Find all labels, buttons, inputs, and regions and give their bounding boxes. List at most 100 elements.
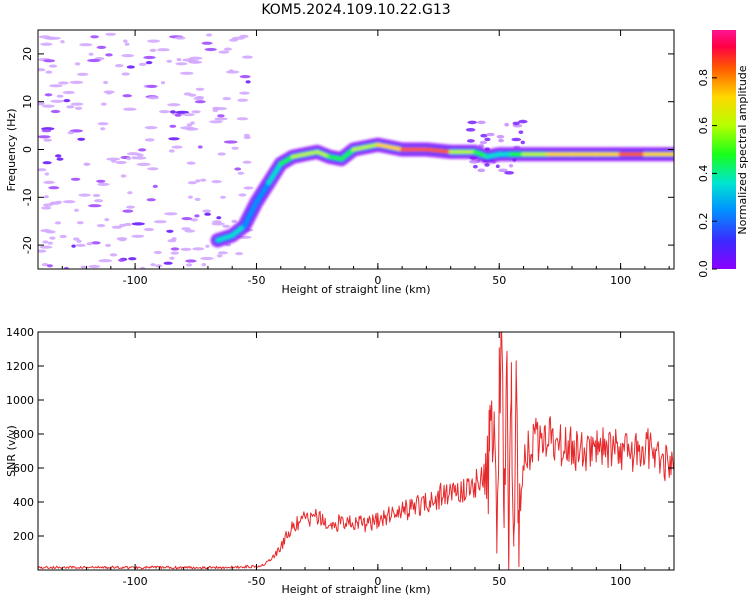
ridge-segment (266, 161, 283, 185)
noise-speckle (176, 58, 182, 62)
noise-speckle (217, 251, 228, 255)
noise-speckle (63, 99, 71, 103)
colorbar-tick-label: 0.6 (697, 117, 710, 135)
y-tick-label: -10 (21, 188, 34, 206)
noise-speckle (92, 193, 101, 198)
noise-speckle (123, 39, 128, 43)
noise-speckle (220, 195, 226, 199)
noise-speckle (49, 236, 56, 240)
noise-speckle (171, 145, 183, 149)
noise-speckle (126, 152, 140, 156)
ridge-segment (230, 224, 247, 238)
noise-speckle (60, 40, 65, 44)
noise-speckle (175, 110, 190, 114)
noise-speckle (131, 156, 137, 160)
snr-panel: -100 -50 0 50 100 200 400 600 800 1000 1200 1400 H… (5, 326, 675, 596)
noise-speckle (42, 161, 52, 165)
noise-speckle (204, 47, 217, 52)
noise-speckle (140, 266, 146, 269)
noise-speckle (153, 250, 162, 255)
noise-speckle (180, 247, 192, 251)
noise-speckle (121, 54, 135, 58)
x-tick-label: -50 (247, 575, 265, 588)
noise-speckle (45, 230, 56, 234)
noise-speckle (144, 126, 158, 130)
noise-speckle (166, 59, 172, 63)
noise-speckle (79, 43, 93, 47)
noise-speckle (174, 36, 186, 40)
ridge-segment (278, 154, 295, 166)
noise-speckle (48, 186, 60, 190)
noise-speckle (131, 234, 145, 238)
noise-speckle (200, 256, 214, 261)
noise-speckle (122, 209, 134, 213)
noise-speckle (201, 41, 213, 45)
noise-speckle (42, 240, 49, 244)
noise-speckle (194, 100, 206, 104)
ridge-segment (485, 152, 502, 159)
noise-speckle (496, 134, 505, 139)
x-tick-label: -100 (123, 274, 148, 287)
noise-speckle (195, 179, 201, 183)
noise-speckle (223, 140, 238, 144)
noise-speckle (138, 62, 147, 66)
noise-speckle (484, 137, 491, 142)
noise-speckle (45, 70, 53, 74)
snr-series-line (38, 332, 674, 570)
noise-speckle (188, 195, 193, 199)
noise-speckle (131, 222, 145, 226)
noise-speckle (105, 53, 113, 57)
noise-speckle (518, 119, 528, 124)
noise-speckle (182, 113, 195, 117)
noise-speckle (76, 239, 82, 243)
noise-speckle (49, 201, 61, 205)
noise-speckle (116, 237, 128, 241)
y-tick-label: 10 (21, 95, 34, 109)
ridge-segment (242, 200, 259, 228)
snr-ylabel: SNR (v/v) (5, 425, 18, 477)
noise-speckle (194, 197, 201, 201)
noise-speckle (124, 222, 132, 227)
noise-speckle (188, 56, 203, 60)
noise-speckle (232, 36, 245, 40)
noise-speckle (111, 159, 116, 163)
noise-speckle (231, 146, 239, 150)
noise-speckle (147, 167, 159, 171)
noise-speckle (479, 140, 487, 145)
noise-speckle (216, 216, 222, 220)
noise-speckle (242, 160, 252, 164)
noise-speckle (105, 32, 116, 36)
colorbar-ticks: 0.0 0.2 0.4 0.6 0.8 (697, 69, 717, 278)
noise-speckle (466, 139, 475, 143)
noise-speckle (152, 184, 158, 188)
snr-frame (37, 331, 675, 571)
noise-speckle (147, 96, 160, 100)
y-tick-label: 1200 (6, 360, 34, 373)
noise-speckle (74, 62, 81, 66)
noise-speckle (109, 253, 118, 257)
x-tick-label: 100 (610, 274, 631, 287)
noise-speckle (44, 93, 53, 97)
noise-speckle (185, 263, 193, 267)
noise-speckle (128, 257, 137, 261)
noise-speckle (122, 94, 132, 98)
noise-speckle (504, 122, 510, 127)
noise-speckle (62, 90, 75, 95)
noise-speckle (91, 241, 101, 245)
noise-speckle (43, 59, 56, 63)
y-tick-label: 1400 (6, 326, 34, 339)
noise-speckle (77, 137, 86, 141)
noise-speckle (192, 247, 205, 251)
noise-speckle (155, 264, 163, 268)
noise-speckle (38, 249, 47, 253)
noise-speckle (465, 128, 476, 132)
noise-speckle (38, 168, 47, 172)
ridge-segment (351, 145, 368, 152)
noise-speckle (41, 104, 55, 108)
noise-speckle (76, 221, 84, 225)
noise-speckle (191, 110, 201, 114)
noise-speckle (86, 242, 93, 246)
noise-speckle (120, 174, 127, 178)
noise-speckle (43, 195, 49, 199)
noise-speckle (185, 259, 197, 263)
